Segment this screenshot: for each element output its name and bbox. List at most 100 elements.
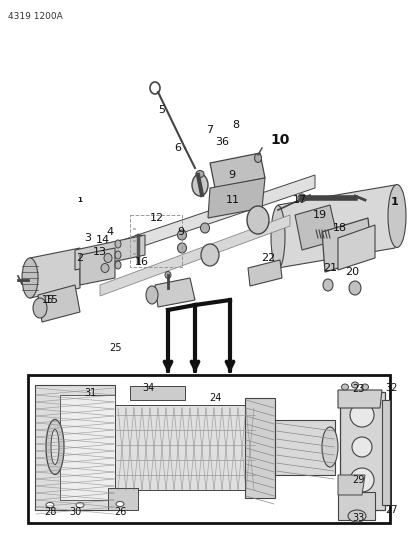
- Text: 31: 31: [84, 388, 96, 398]
- Text: 34: 34: [142, 383, 154, 393]
- Text: 23: 23: [352, 384, 364, 394]
- Ellipse shape: [33, 298, 47, 318]
- Ellipse shape: [271, 206, 285, 269]
- Polygon shape: [80, 248, 115, 285]
- Text: 13: 13: [93, 247, 107, 257]
- Ellipse shape: [201, 244, 219, 266]
- Text: 18: 18: [333, 223, 347, 233]
- Polygon shape: [382, 400, 390, 505]
- Ellipse shape: [115, 261, 121, 269]
- Ellipse shape: [323, 279, 333, 291]
- Ellipse shape: [352, 437, 372, 457]
- Text: 6: 6: [175, 143, 182, 153]
- Text: 5: 5: [158, 105, 166, 115]
- Text: 16: 16: [135, 257, 149, 267]
- Ellipse shape: [349, 281, 361, 295]
- Polygon shape: [208, 178, 265, 218]
- Polygon shape: [340, 392, 385, 510]
- Text: 9: 9: [228, 170, 235, 180]
- Text: 12: 12: [150, 213, 164, 223]
- Ellipse shape: [196, 171, 204, 177]
- Ellipse shape: [352, 382, 359, 388]
- Ellipse shape: [146, 286, 158, 304]
- Ellipse shape: [350, 403, 374, 427]
- Ellipse shape: [255, 154, 262, 163]
- Polygon shape: [338, 390, 382, 408]
- Polygon shape: [108, 488, 138, 510]
- Polygon shape: [30, 248, 80, 298]
- Ellipse shape: [165, 271, 171, 279]
- Ellipse shape: [46, 503, 54, 507]
- Text: 30: 30: [69, 507, 81, 517]
- Text: 1: 1: [391, 197, 399, 207]
- Ellipse shape: [101, 263, 109, 272]
- Polygon shape: [38, 285, 80, 322]
- Ellipse shape: [104, 254, 112, 262]
- Text: 33: 33: [352, 513, 364, 523]
- Ellipse shape: [116, 502, 124, 506]
- Text: 26: 26: [114, 507, 126, 517]
- Polygon shape: [248, 260, 282, 286]
- Polygon shape: [115, 405, 255, 490]
- Text: 29: 29: [352, 475, 364, 485]
- Text: 27: 27: [386, 505, 398, 515]
- Text: 19: 19: [313, 210, 327, 220]
- Polygon shape: [60, 395, 115, 500]
- Polygon shape: [75, 235, 145, 270]
- Ellipse shape: [247, 206, 269, 234]
- Text: 14: 14: [96, 235, 110, 245]
- Ellipse shape: [177, 230, 186, 240]
- Ellipse shape: [76, 503, 84, 507]
- Polygon shape: [338, 225, 375, 270]
- Text: 7: 7: [206, 125, 213, 135]
- Polygon shape: [245, 398, 275, 498]
- Ellipse shape: [22, 258, 38, 298]
- Ellipse shape: [361, 384, 368, 390]
- Ellipse shape: [115, 251, 121, 259]
- Polygon shape: [35, 385, 115, 510]
- Polygon shape: [155, 278, 195, 307]
- Text: 17: 17: [293, 195, 307, 205]
- Ellipse shape: [200, 223, 209, 233]
- Ellipse shape: [115, 240, 121, 248]
- Ellipse shape: [150, 82, 160, 94]
- Ellipse shape: [350, 468, 374, 492]
- Text: 2: 2: [76, 253, 84, 263]
- Text: 36: 36: [215, 137, 229, 147]
- Text: 3: 3: [84, 233, 91, 243]
- Polygon shape: [210, 153, 265, 188]
- Text: 15: 15: [42, 295, 54, 305]
- Text: 8: 8: [233, 120, 239, 130]
- Text: 1: 1: [78, 197, 82, 203]
- Polygon shape: [322, 218, 372, 272]
- Text: 9: 9: [177, 227, 184, 237]
- Polygon shape: [278, 185, 395, 268]
- FancyBboxPatch shape: [28, 375, 390, 523]
- Text: 22: 22: [261, 253, 275, 263]
- Text: 10: 10: [271, 133, 290, 147]
- Bar: [130, 215, 182, 267]
- Polygon shape: [100, 215, 290, 296]
- Text: 25: 25: [109, 343, 121, 353]
- Text: 11: 11: [226, 195, 240, 205]
- Polygon shape: [338, 492, 375, 520]
- Text: 4: 4: [106, 227, 113, 237]
- Polygon shape: [130, 386, 185, 400]
- Text: 21: 21: [323, 263, 337, 273]
- Ellipse shape: [348, 510, 366, 522]
- Ellipse shape: [192, 174, 208, 196]
- Text: 28: 28: [44, 507, 56, 517]
- Ellipse shape: [46, 419, 64, 474]
- Polygon shape: [295, 205, 338, 250]
- Text: 24: 24: [209, 393, 221, 403]
- Ellipse shape: [388, 184, 406, 247]
- Polygon shape: [275, 420, 335, 475]
- Ellipse shape: [51, 430, 59, 464]
- Text: 4319 1200A: 4319 1200A: [8, 12, 63, 21]
- Ellipse shape: [322, 427, 338, 467]
- Ellipse shape: [341, 384, 348, 390]
- Text: 32: 32: [386, 383, 398, 393]
- Text: 15: 15: [45, 295, 59, 305]
- Ellipse shape: [177, 243, 186, 253]
- Text: 20: 20: [345, 267, 359, 277]
